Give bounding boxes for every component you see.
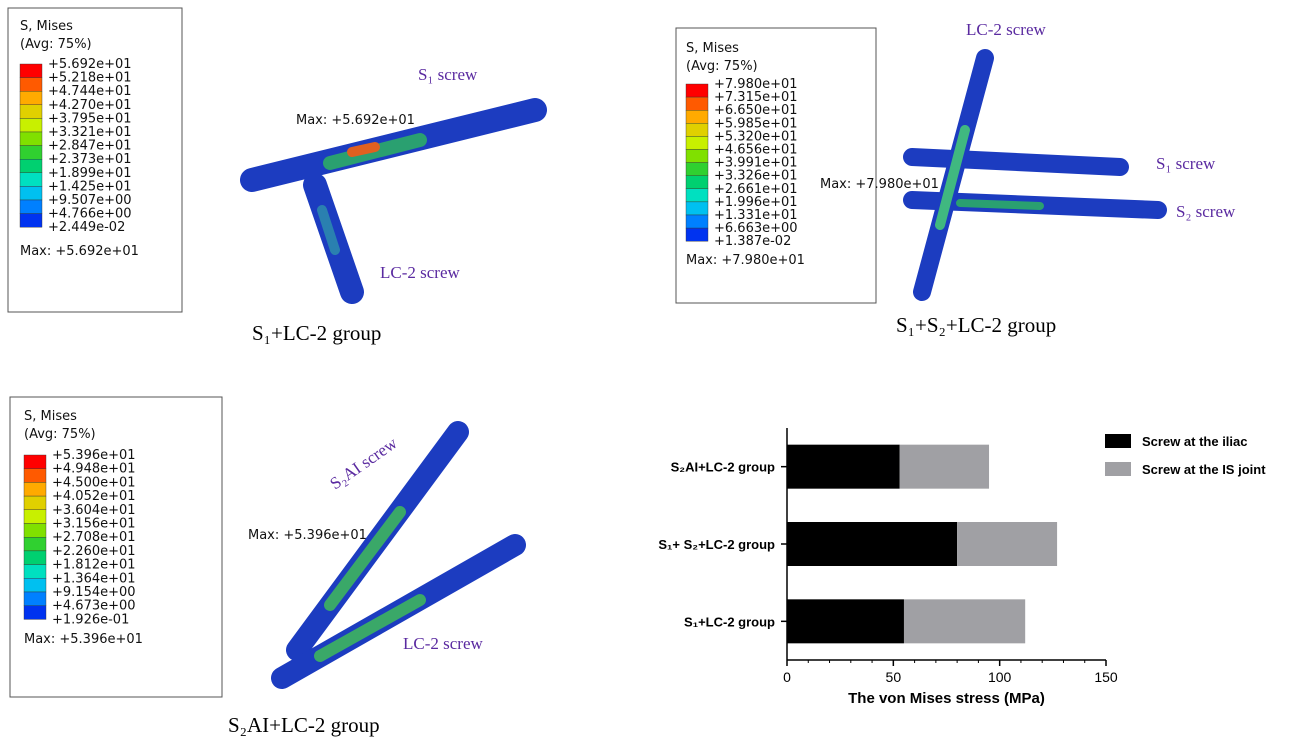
legend-subtitle: (Avg: 75%) bbox=[686, 59, 758, 74]
color-band bbox=[686, 110, 708, 123]
color-band bbox=[20, 146, 42, 160]
caption: S₂AI+LC-2 group bbox=[228, 713, 380, 737]
color-band bbox=[24, 469, 46, 483]
y-tick-label: S₁+ S₂+LC-2 group bbox=[658, 537, 775, 552]
color-band bbox=[20, 214, 42, 228]
legend-title: S, Mises bbox=[20, 19, 73, 34]
color-band bbox=[686, 228, 708, 241]
legend-swatch bbox=[1105, 434, 1131, 448]
color-band bbox=[24, 592, 46, 606]
legend-title: S, Mises bbox=[24, 409, 77, 424]
color-band bbox=[686, 202, 708, 215]
color-band bbox=[24, 551, 46, 565]
bar bbox=[900, 445, 989, 489]
bar bbox=[957, 522, 1057, 566]
legend-max: Max: +5.396e+01 bbox=[24, 632, 143, 647]
legend-level: +2.449e-02 bbox=[48, 220, 125, 235]
x-axis-label: The von Mises stress (MPa) bbox=[848, 690, 1045, 707]
bar bbox=[787, 522, 957, 566]
legend-title: S, Mises bbox=[686, 41, 739, 56]
bar bbox=[787, 599, 904, 643]
color-band bbox=[20, 91, 42, 105]
caption: S₁+S₂+LC-2 group bbox=[896, 313, 1056, 337]
color-band bbox=[20, 200, 42, 214]
legend-subtitle: (Avg: 75%) bbox=[24, 427, 96, 442]
bar bbox=[787, 445, 900, 489]
max-annotation: Max: +7.980e+01 bbox=[820, 177, 939, 192]
color-band bbox=[20, 105, 42, 119]
screw-label: LC-2 screw bbox=[380, 263, 461, 282]
legend-level: +1.926e-01 bbox=[52, 612, 129, 627]
bar bbox=[904, 599, 1025, 643]
figure: S, Mises(Avg: 75%)+5.692e+01+5.218e+01+4… bbox=[0, 0, 1301, 742]
color-band bbox=[686, 215, 708, 228]
color-band bbox=[20, 173, 42, 187]
legend-subtitle: (Avg: 75%) bbox=[20, 37, 92, 52]
screw-label: S₂AI screw bbox=[326, 433, 401, 493]
legend-swatch bbox=[1105, 462, 1131, 476]
color-band bbox=[20, 186, 42, 200]
color-band bbox=[686, 136, 708, 149]
y-tick-label: S₂AI+LC-2 group bbox=[671, 460, 775, 475]
legend-label: Screw at the IS joint bbox=[1142, 462, 1266, 477]
color-band bbox=[24, 482, 46, 496]
legend-max: Max: +7.980e+01 bbox=[686, 253, 805, 268]
color-band bbox=[24, 578, 46, 592]
legend-label: Screw at the iliac bbox=[1142, 434, 1248, 449]
x-tick-label: 100 bbox=[988, 669, 1012, 685]
color-band bbox=[686, 163, 708, 176]
color-band bbox=[24, 455, 46, 469]
color-band bbox=[20, 118, 42, 132]
color-band bbox=[20, 159, 42, 173]
color-band bbox=[686, 97, 708, 110]
max-annotation: Max: +5.692e+01 bbox=[296, 113, 415, 128]
color-band bbox=[24, 537, 46, 551]
color-band bbox=[24, 524, 46, 538]
x-tick-label: 0 bbox=[783, 669, 791, 685]
legend-level: +1.387e-02 bbox=[714, 234, 791, 249]
color-band bbox=[20, 78, 42, 92]
x-tick-label: 50 bbox=[886, 669, 902, 685]
color-band bbox=[686, 189, 708, 202]
color-band bbox=[20, 64, 42, 78]
screw-label: LC-2 screw bbox=[966, 20, 1047, 39]
screw-label: S₁ screw bbox=[1156, 154, 1216, 173]
legend-max: Max: +5.692e+01 bbox=[20, 244, 139, 259]
x-tick-label: 150 bbox=[1094, 669, 1118, 685]
color-band bbox=[24, 606, 46, 620]
screw-label: LC-2 screw bbox=[403, 634, 484, 653]
color-band bbox=[686, 176, 708, 189]
color-band bbox=[20, 132, 42, 146]
max-annotation: Max: +5.396e+01 bbox=[248, 528, 367, 543]
color-band bbox=[686, 84, 708, 97]
color-band bbox=[24, 510, 46, 524]
screw-label: S₁ screw bbox=[418, 65, 478, 84]
screw-label: S₂ screw bbox=[1176, 202, 1236, 221]
color-band bbox=[24, 565, 46, 579]
color-band bbox=[686, 150, 708, 163]
y-tick-label: S₁+LC-2 group bbox=[684, 614, 775, 629]
caption: S₁+LC-2 group bbox=[252, 321, 381, 345]
color-band bbox=[686, 123, 708, 136]
color-band bbox=[24, 496, 46, 510]
